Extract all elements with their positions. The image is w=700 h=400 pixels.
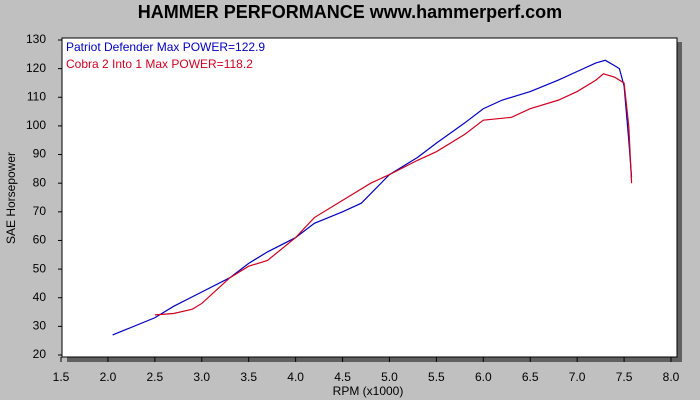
- y-tick-label: 80: [33, 175, 47, 189]
- x-tick-label: 5.0: [381, 370, 398, 384]
- y-tick-label: 50: [33, 261, 47, 275]
- x-tick-label: 4.5: [334, 370, 351, 384]
- x-tick-label: 5.5: [428, 370, 445, 384]
- y-axis-label: SAE Horsepower: [4, 152, 18, 244]
- series-line: [154, 73, 633, 316]
- y-tick-label: 110: [27, 89, 46, 103]
- y-tick-label: 20: [33, 347, 47, 361]
- y-tick-label: 100: [26, 118, 46, 132]
- x-tick-label: 2.5: [147, 370, 164, 384]
- x-tick-label: 2.0: [100, 370, 117, 384]
- chart-title: HAMMER PERFORMANCE www.hammerperf.com: [138, 2, 562, 22]
- y-tick-label: 60: [33, 233, 47, 247]
- x-tick-label: 6.0: [475, 370, 492, 384]
- x-axis-label: RPM (x1000): [333, 384, 404, 398]
- x-tick-label: 8.0: [663, 370, 680, 384]
- y-tick-label: 70: [33, 204, 47, 218]
- y-tick-label: 130: [26, 32, 46, 46]
- x-tick-label: 7.5: [616, 370, 633, 384]
- x-tick-label: 4.0: [287, 370, 304, 384]
- series-line: [112, 59, 633, 336]
- plot-area: [61, 37, 678, 358]
- y-tick-label: 120: [26, 61, 46, 75]
- y-tick-label: 30: [33, 319, 47, 333]
- y-tick-label: 90: [33, 147, 47, 161]
- x-tick-label: 7.0: [569, 370, 586, 384]
- x-tick-label: 6.5: [522, 370, 539, 384]
- x-tick-label: 3.0: [193, 370, 210, 384]
- legend-entry: Patriot Defender Max POWER=122.9: [66, 40, 265, 54]
- y-tick-label: 40: [33, 290, 47, 304]
- x-tick-label: 3.5: [240, 370, 257, 384]
- x-tick-label: 1.5: [53, 370, 70, 384]
- legend-entry: Cobra 2 Into 1 Max POWER=118.2: [66, 57, 253, 71]
